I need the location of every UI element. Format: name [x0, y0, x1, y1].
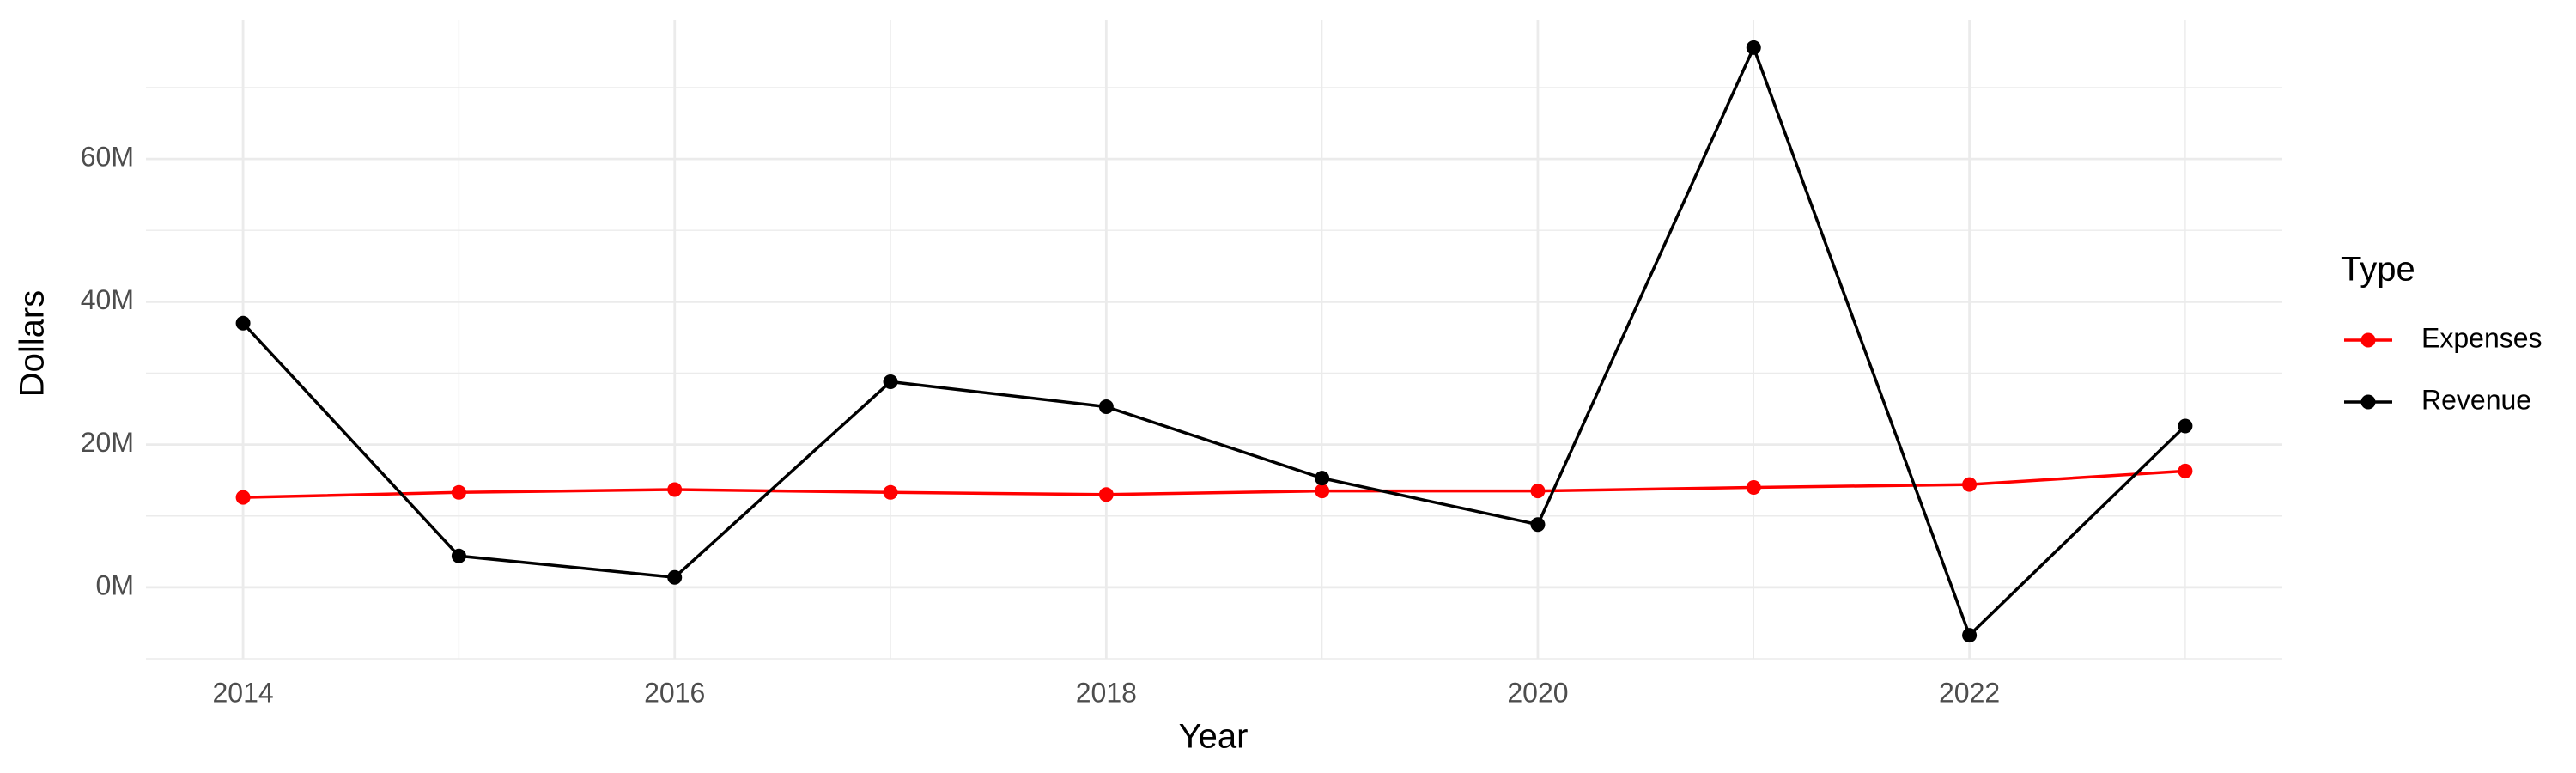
data-point [1746, 479, 1761, 495]
data-point [1315, 471, 1330, 486]
x-tick-label: 2016 [644, 677, 705, 708]
legend-title: Type [2341, 251, 2415, 289]
series-line [243, 469, 2186, 499]
data-point [2178, 418, 2193, 434]
x-tick-label: 2020 [1507, 677, 1568, 708]
data-point [235, 490, 251, 505]
data-point [667, 569, 683, 585]
series-line [241, 43, 2187, 638]
data-point [451, 484, 466, 500]
x-tick-label: 2022 [1939, 677, 2000, 708]
data-point [2178, 463, 2193, 478]
data-point [451, 548, 466, 563]
data-point [1530, 517, 1546, 533]
data-point [235, 315, 251, 331]
y-tick-label: 60M [81, 142, 134, 173]
y-tick-label: 20M [81, 427, 134, 458]
legend-marker [2360, 332, 2376, 348]
legend-label: Expenses [2421, 322, 2543, 353]
data-point [1962, 628, 1978, 643]
data-point [883, 484, 898, 500]
data-point [883, 374, 898, 389]
y-tick-label: 0M [96, 569, 134, 600]
data-point [667, 482, 683, 497]
data-point [1315, 484, 1330, 499]
x-tick-label: 2018 [1076, 677, 1137, 708]
data-point [1530, 484, 1546, 499]
data-point [1962, 477, 1978, 492]
x-tick-label: 2014 [212, 677, 273, 708]
data-point [1746, 40, 1761, 55]
data-point [1098, 399, 1114, 415]
legend-label: Revenue [2421, 384, 2531, 415]
y-tick-label: 40M [81, 284, 134, 315]
x-axis-label: Year [1179, 718, 1249, 756]
data-point [1098, 487, 1114, 502]
legend-marker [2360, 394, 2376, 410]
y-axis-label: Dollars [14, 290, 52, 397]
